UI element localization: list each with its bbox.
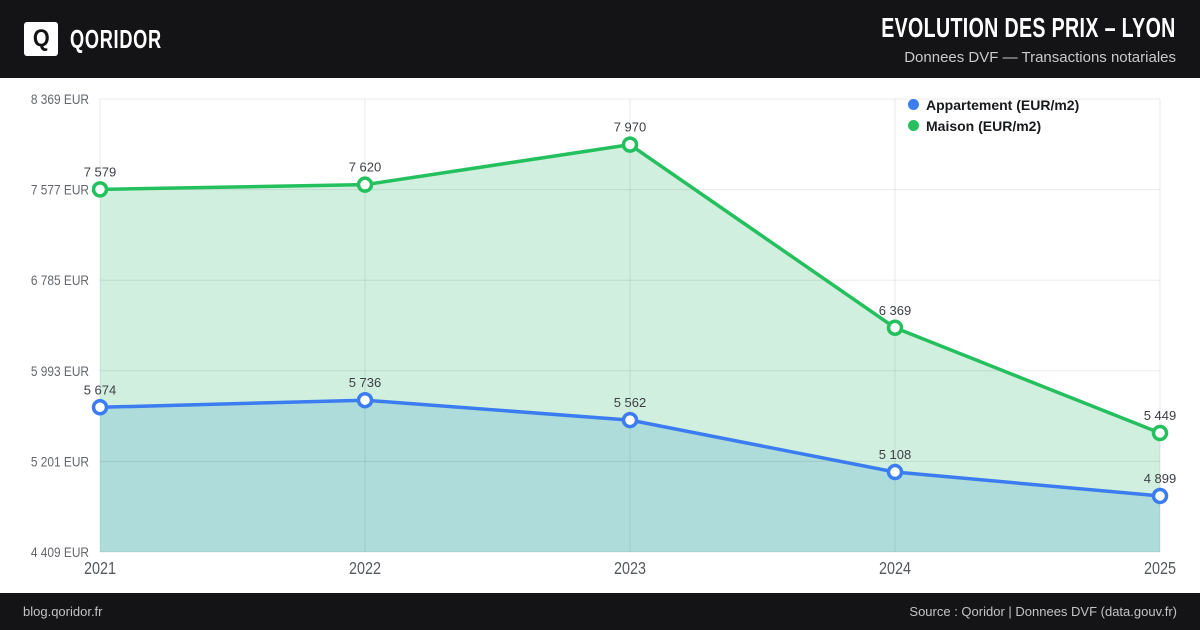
y-tick-label: 8 369 EUR (31, 91, 89, 107)
maison-eur-m2-value-label: 7 620 (349, 160, 382, 175)
area-fills (100, 144, 1160, 552)
chart-area: 7 579 7 620 7 970 6 369 5 449 5 674 5 736 5 562… (0, 78, 1200, 593)
chart-legend: Appartement (EUR/m2) Maison (EUR/m2) (908, 95, 1079, 137)
appartement-eur-m2-marker (886, 463, 904, 481)
appartement-eur-m2-value-label: 5 108 (879, 447, 912, 462)
appartement-eur-m2-marker (91, 399, 109, 416)
y-tick-label: 5 201 EUR (31, 453, 89, 469)
appartement-eur-m2-value-label: 4 899 (1144, 471, 1177, 486)
maison-eur-m2-marker (356, 176, 374, 193)
footer-source: Source : Qoridor | Donnees DVF (data.gou… (909, 604, 1177, 619)
svg-text:2021: 2021 (84, 559, 116, 579)
svg-text:2022: 2022 (349, 559, 381, 579)
legend-item-maison-eur-m2: Maison (EUR/m2) (908, 116, 1079, 135)
y-tick-label: 4 409 EUR (31, 544, 89, 560)
brand: Q QORIDOR (24, 22, 201, 56)
maison-eur-m2-value-label: 6 369 (879, 303, 912, 318)
svg-text:2025: 2025 (1144, 559, 1176, 579)
x-tick-label: 2021 (84, 559, 116, 579)
data-point-labels: 7 579 7 620 7 970 6 369 5 449 5 674 5 736 5 562… (84, 120, 1177, 486)
y-axis-tick-labels: 4 409 EUR 5 201 EUR 5 993 EUR 6 785 EUR 7 57… (31, 91, 89, 560)
appartement-eur-m2-value-label: 5 736 (349, 375, 382, 390)
page-subtitle: Donnees DVF — Transactions notariales (904, 49, 1176, 66)
header-right: EVOLUTION DES PRIX – LYON Donnees DVF — … (755, 12, 1176, 66)
data-point-markers (91, 136, 1169, 505)
svg-text:5 201 EUR: 5 201 EUR (31, 453, 89, 469)
price-evolution-chart: 7 579 7 620 7 970 6 369 5 449 5 674 5 736 5 562… (31, 91, 1177, 579)
y-tick-label: 6 785 EUR (31, 272, 89, 288)
legend-label: Maison (EUR/m2) (926, 117, 1042, 134)
legend-label: Appartement (EUR/m2) (926, 96, 1080, 113)
page-title: EVOLUTION DES PRIX – LYON (881, 12, 1176, 43)
legend-item-appartement-eur-m2: Appartement (EUR/m2) (908, 95, 1079, 114)
legend-dot-icon (908, 120, 919, 131)
appartement-eur-m2-marker (621, 411, 639, 429)
maison-eur-m2-marker (1151, 424, 1169, 442)
maison-eur-m2-marker (621, 136, 639, 153)
brand-name: QORIDOR (70, 23, 162, 54)
maison-eur-m2-value-label: 5 449 (1144, 408, 1177, 423)
maison-eur-m2-marker (91, 181, 109, 198)
maison-eur-m2-value-label: 7 579 (84, 164, 117, 179)
maison-eur-m2-value-label: 7 970 (614, 120, 647, 135)
x-tick-label: 2022 (349, 559, 381, 579)
footer-site-url: blog.qoridor.fr (23, 604, 103, 619)
brand-logo-icon: Q (24, 22, 58, 56)
svg-text:7 577 EUR: 7 577 EUR (31, 182, 89, 198)
appartement-eur-m2-marker (1151, 487, 1169, 505)
brand-logo-letter: Q (32, 25, 50, 52)
x-tick-label: 2025 (1144, 559, 1176, 579)
svg-text:4 409 EUR: 4 409 EUR (31, 544, 89, 560)
appartement-eur-m2-marker (356, 391, 374, 409)
svg-text:6 785 EUR: 6 785 EUR (31, 272, 89, 288)
x-tick-label: 2024 (879, 559, 911, 579)
svg-text:2023: 2023 (614, 559, 646, 579)
appartement-eur-m2-value-label: 5 674 (84, 382, 117, 397)
svg-text:2024: 2024 (879, 559, 911, 579)
y-tick-label: 5 993 EUR (31, 363, 89, 379)
legend-dot-icon (908, 99, 919, 110)
appartement-eur-m2-area (100, 400, 1160, 552)
gridlines (99, 98, 1161, 553)
x-axis-tick-labels: 2021 2022 2023 2024 2025 (84, 559, 1176, 579)
svg-text:8 369 EUR: 8 369 EUR (31, 91, 89, 107)
header: Q QORIDOR EVOLUTION DES PRIX – LYON Donn… (0, 0, 1200, 78)
appartement-eur-m2-value-label: 5 562 (614, 395, 647, 410)
x-tick-label: 2023 (614, 559, 646, 579)
svg-text:5 993 EUR: 5 993 EUR (31, 363, 89, 379)
maison-eur-m2-marker (886, 319, 904, 337)
y-tick-label: 7 577 EUR (31, 182, 89, 198)
footer: blog.qoridor.fr Source : Qoridor | Donne… (0, 593, 1200, 630)
